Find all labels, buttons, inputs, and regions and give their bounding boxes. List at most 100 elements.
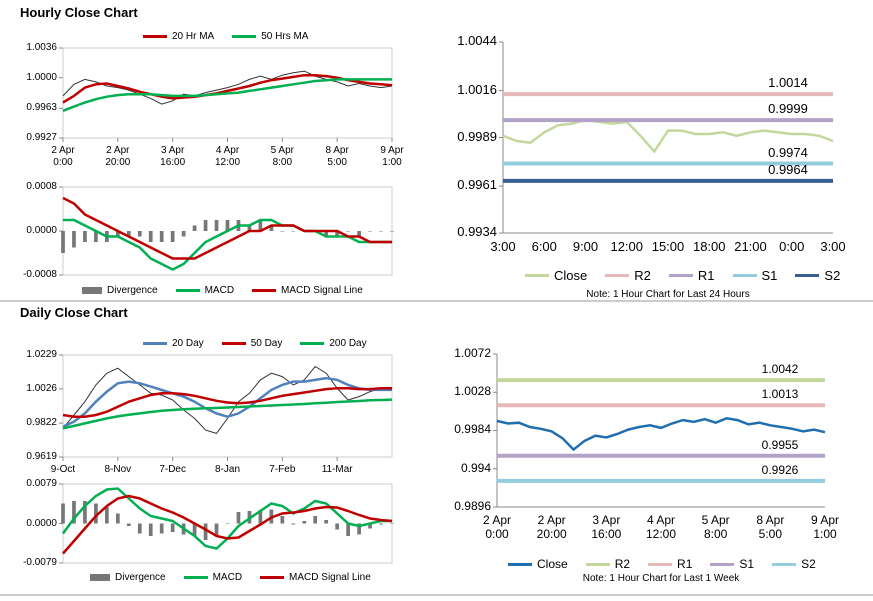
x-tick-label: 4 Apr 12:00 (645, 513, 677, 541)
divergence-bar (368, 231, 372, 232)
section-title: Hourly Close Chart (20, 5, 138, 20)
legend-swatch (175, 289, 200, 292)
legend-swatch (525, 274, 549, 277)
note: Note: 1 Hour Chart for Last 24 Hours (586, 289, 750, 300)
note: Note: 1 Hour Chart for Last 1 Week (582, 573, 740, 584)
legend-label: 20 Day (172, 338, 204, 349)
x-tick-label: 15:00 (651, 239, 685, 254)
legend-label: Close (554, 268, 588, 283)
x-tick-label: 7-Feb (269, 464, 296, 475)
x-tick-label: 2 Apr 0:00 (482, 513, 512, 541)
divergence-bar (258, 220, 263, 231)
legend-swatch (710, 562, 735, 566)
divergence-bar (94, 231, 98, 242)
divergence-bar (390, 231, 394, 232)
x-tick-label: 21:00 (734, 239, 767, 254)
divergence-bar (192, 225, 197, 231)
legend-label: Divergence (115, 572, 166, 583)
legend-item: R2 (605, 268, 651, 283)
legend-swatch (732, 274, 757, 277)
legend-label: 50 Day (250, 338, 283, 349)
y-tick-label: 0.9989 (457, 128, 497, 144)
legend-item: MACD (183, 572, 242, 583)
x-tick-label: 7-Dec (159, 464, 186, 475)
y-tick-label: 1.0072 (454, 345, 491, 360)
divergence-bar (368, 523, 372, 529)
price-line (62, 365, 393, 434)
legend-swatch (605, 274, 630, 277)
legend-swatch (183, 576, 208, 579)
divergence-bar (280, 231, 285, 232)
y-tick-label: 0.9934 (457, 224, 497, 240)
legend-label: S2 (824, 268, 841, 283)
divergence-bar (291, 231, 296, 232)
divergence-bar (214, 523, 219, 536)
y-tick-label: 0.0008 (26, 181, 57, 192)
legend-label: MACD (204, 285, 235, 296)
x-tick-label: 3:00 (820, 239, 846, 254)
x-tick-label: 3:00 (490, 239, 516, 254)
legend-item: 20 Day (143, 338, 204, 349)
x-tick-label: 12:00 (610, 239, 644, 254)
legend-label: S1 (761, 268, 778, 283)
legend-item: R2 (585, 557, 630, 571)
series-line (62, 78, 392, 112)
y-tick-label: 0.0000 (26, 225, 57, 236)
series-line (62, 376, 392, 428)
y-tick-label: -0.0008 (23, 269, 57, 280)
legend-swatch (772, 562, 797, 566)
divergence-bar (357, 523, 361, 535)
legend: Divergence MACD MACD Signal Line (82, 285, 363, 296)
divergence-bar (313, 516, 318, 524)
divergence-bar (379, 231, 383, 232)
legend: Close R2 R1 S1 S2 (525, 268, 840, 283)
divergence-bar (115, 513, 120, 524)
level-label: 0.9955 (761, 437, 799, 452)
divergence-bar (72, 231, 76, 248)
legend-item: S2 (795, 268, 840, 283)
divergence-bar (346, 231, 350, 232)
divergence-bar (94, 503, 98, 524)
legend-item: Close (508, 557, 568, 571)
divergence-bar (302, 521, 307, 524)
divergence-bar (115, 231, 120, 237)
divergence-bar (247, 225, 252, 231)
x-tick-label: 8-Nov (104, 464, 132, 475)
y-tick-label: 0.9619 (26, 451, 57, 462)
legend-item: 20 Hr MA (143, 31, 214, 42)
x-tick-label: 9:00 (572, 239, 599, 254)
x-tick-label: 3 Apr 16:00 (591, 513, 622, 541)
divergence-bar (324, 231, 329, 237)
series-line (62, 398, 393, 430)
divergence-bar (159, 523, 164, 534)
level-label: 1.0014 (768, 75, 808, 91)
legend-item: R1 (668, 268, 715, 283)
divergence-bar (83, 501, 87, 524)
x-tick-label: 8 Apr 5:00 (756, 513, 785, 541)
divergence-bar (137, 231, 142, 237)
divergence-bar (335, 523, 340, 530)
level-label: 1.0013 (761, 387, 799, 402)
x-tick-label: 0:00 (779, 239, 805, 254)
legend-item: MACD (175, 285, 235, 296)
legend-item: MACD Signal Line (260, 572, 371, 583)
legend-label: Close (537, 557, 568, 571)
divergence-bar (181, 231, 186, 237)
legend-swatch (82, 287, 102, 294)
level-label: 0.9974 (768, 144, 808, 160)
y-tick-label: 0.0079 (26, 478, 57, 489)
level-label: 0.9999 (768, 101, 808, 117)
x-tick-label: 8 Apr 5:00 (325, 145, 349, 168)
x-tick-label: 8-Jan (214, 464, 240, 475)
y-tick-label: 1.0000 (26, 71, 57, 83)
legend-label: S2 (801, 557, 816, 571)
x-tick-label: 9 Apr 1:00 (380, 145, 404, 168)
legend-swatch (221, 342, 246, 345)
divergence-bar (61, 503, 65, 524)
y-tick-label: 0.9961 (457, 177, 497, 193)
divergence-bar (225, 523, 230, 524)
y-tick-label: 0.9896 (454, 498, 491, 513)
y-tick-label: 1.0016 (457, 81, 497, 97)
